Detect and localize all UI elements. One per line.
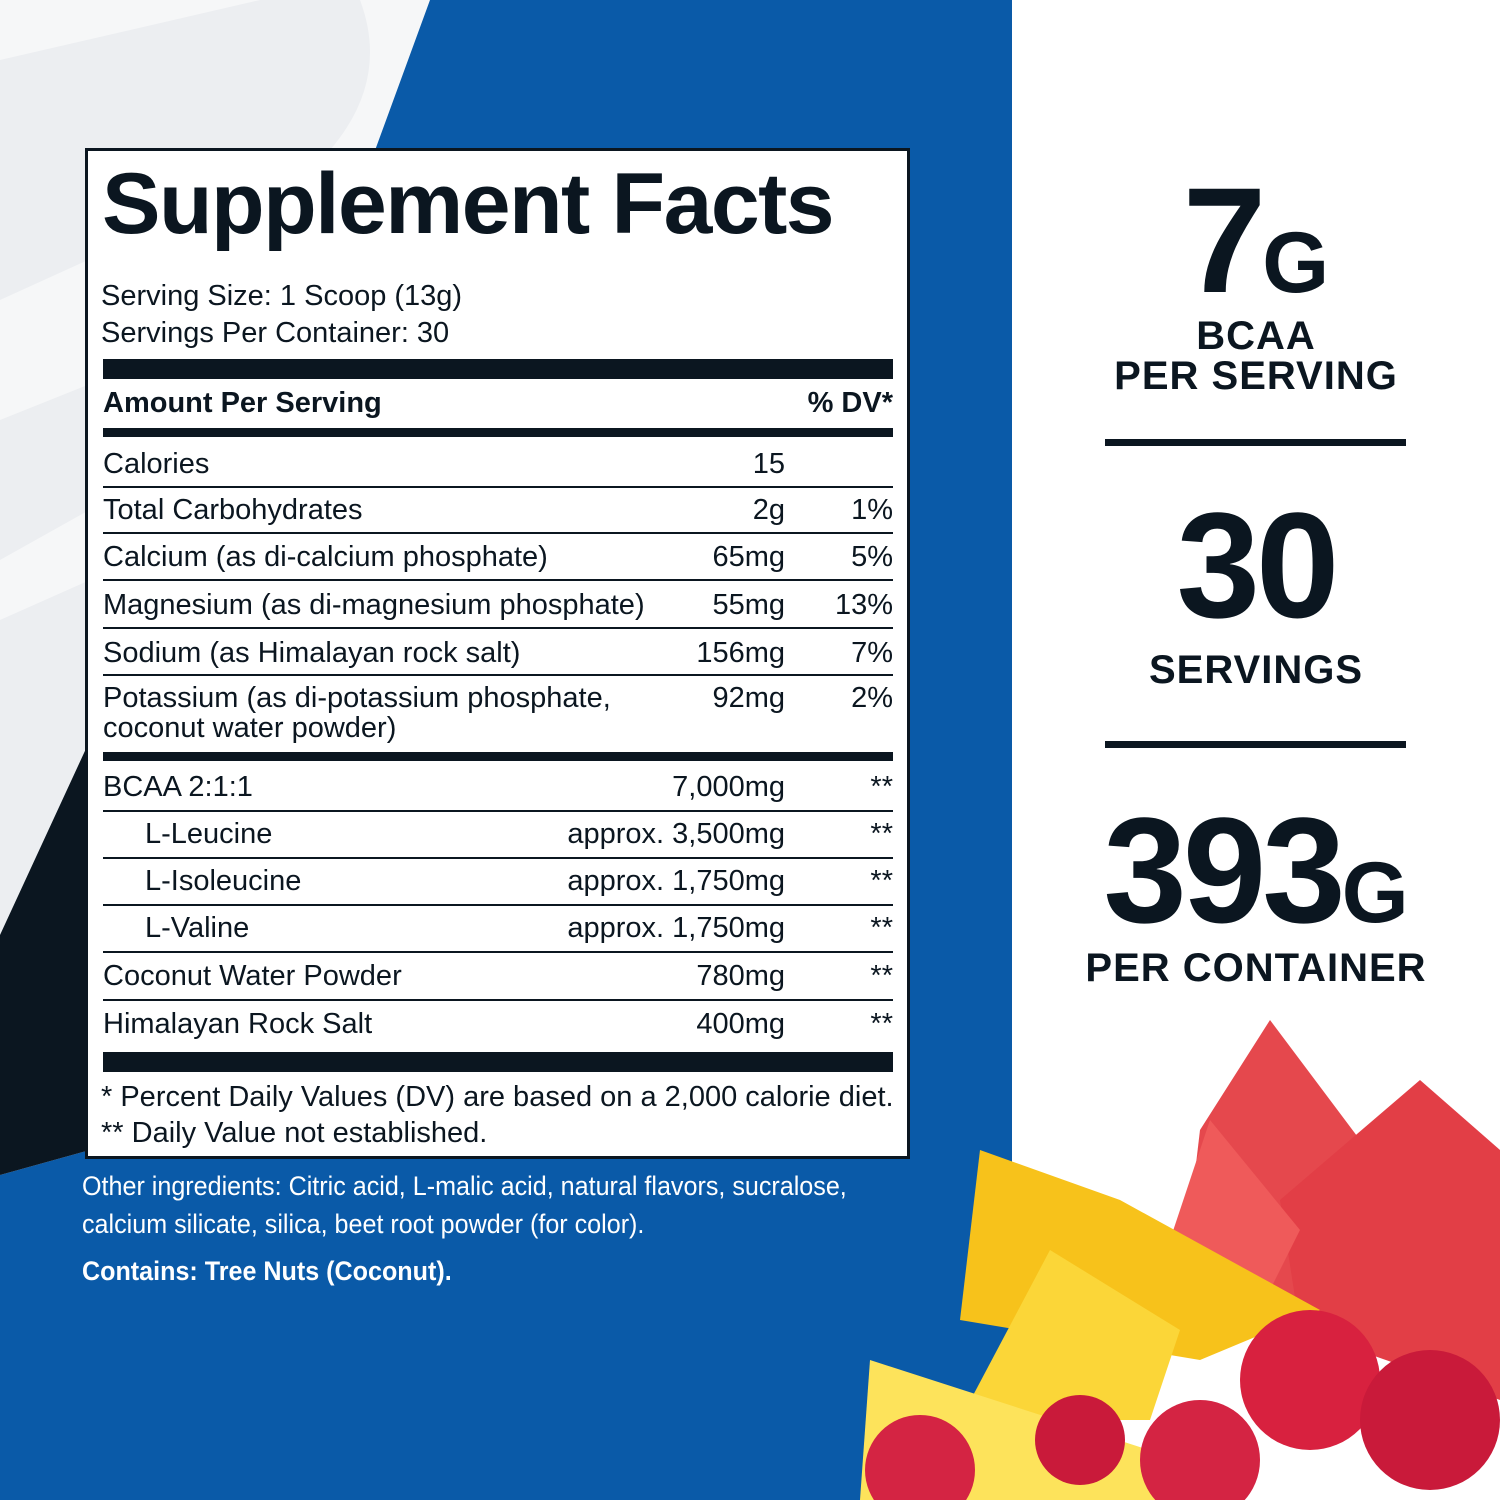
row-divider (103, 627, 893, 629)
nutrient-name: Potassium (as di-potassium phosphate, (103, 682, 611, 714)
nutrient-amount: 92mg (712, 682, 785, 714)
nutrient-name: Total Carbohydrates (103, 494, 363, 526)
ingredient-dv: ** (870, 865, 893, 897)
nutrient-dv: 1% (851, 494, 893, 526)
pineapple-slice (960, 1250, 1180, 1420)
stat-unit: G (1341, 845, 1409, 941)
ingredient-name: Coconut Water Powder (103, 960, 402, 992)
row-divider (103, 810, 893, 812)
panel-title: Supplement Facts (102, 156, 835, 252)
dv-header: % DV* (807, 387, 893, 419)
fruit-illustration (860, 1020, 1500, 1500)
raspberry (865, 1415, 975, 1500)
row-divider (103, 857, 893, 859)
raspberry (1240, 1310, 1380, 1450)
nutrient-name: Sodium (as Himalayan rock salt) (103, 637, 521, 669)
footnote-dv: * Percent Daily Values (DV) are based on… (101, 1081, 894, 1113)
thick-divider (103, 1052, 893, 1072)
stat-label: BCAA (1196, 314, 1316, 358)
ingredient-name: BCAA 2:1:1 (103, 771, 253, 803)
footnote-not-established: ** Daily Value not established. (101, 1117, 488, 1149)
ingredient-dv: ** (870, 960, 893, 992)
amount-header: Amount Per Serving % DV* (103, 389, 893, 418)
ingredient-name: Himalayan Rock Salt (103, 1008, 373, 1040)
row-divider (103, 579, 893, 581)
ingredient-amount: approx. 3,500mg (567, 818, 785, 850)
nutrient-dv: 13% (834, 589, 893, 621)
stat-label: SERVINGS (1149, 648, 1363, 692)
nutrient-name: coconut water powder) (103, 712, 397, 744)
other-ingredients-line2: calcium silicate, silica, beet root powd… (82, 1209, 645, 1239)
ingredient-dv: ** (870, 912, 893, 944)
ingredient-amount: 400mg (696, 1008, 785, 1040)
row-divider (103, 532, 893, 534)
stat-bcaa: 7G (1012, 165, 1500, 315)
row-divider (103, 674, 893, 676)
thick-divider (103, 359, 893, 379)
ingredient-amount: approx. 1,750mg (567, 865, 785, 897)
stat-label: PER SERVING (1114, 354, 1398, 398)
stat-container: 393G (1012, 795, 1500, 945)
ingredient-dv: ** (870, 771, 893, 803)
nutrient-dv: 2% (851, 682, 893, 714)
ingredient-amount: 780mg (696, 960, 785, 992)
row-divider (103, 999, 893, 1001)
stat-value: 7 (1182, 156, 1266, 324)
medium-divider (103, 428, 893, 437)
stat-servings: 30 (1012, 490, 1500, 640)
stat-divider (1105, 741, 1406, 748)
amount-per-serving-label: Amount Per Serving (103, 387, 382, 419)
other-ingredients-line1: Other ingredients: Citric acid, L-malic … (82, 1171, 847, 1201)
nutrient-amount: 156mg (696, 637, 785, 669)
nutrient-dv: 7% (851, 637, 893, 669)
nutrient-amount: 65mg (712, 541, 785, 573)
row-divider (103, 951, 893, 953)
stat-unit: G (1262, 215, 1330, 311)
ingredient-amount: 7,000mg (672, 771, 785, 803)
ingredient-name: L-Valine (145, 912, 250, 944)
nutrient-amount: 55mg (712, 589, 785, 621)
stat-label: PER CONTAINER (1085, 946, 1427, 990)
supplement-facts-panel: Supplement Facts Serving Size: 1 Scoop (… (85, 148, 910, 1159)
serving-size: Serving Size: 1 Scoop (13g) (101, 280, 463, 312)
nutrient-name: Magnesium (as di-magnesium phosphate) (103, 589, 645, 621)
nutrient-name: Calories (103, 448, 210, 480)
nutrient-dv: 5% (851, 541, 893, 573)
row-divider (103, 904, 893, 906)
allergen-statement: Contains: Tree Nuts (Coconut). (82, 1256, 452, 1286)
ingredient-amount: approx. 1,750mg (567, 912, 785, 944)
medium-divider (103, 752, 893, 761)
ingredient-dv: ** (870, 1008, 893, 1040)
stat-divider (1105, 439, 1406, 446)
nutrient-name: Calcium (as di-calcium phosphate) (103, 541, 548, 573)
row-divider (103, 486, 893, 488)
nutrient-amount: 2g (752, 494, 785, 526)
servings-per-container: Servings Per Container: 30 (101, 317, 450, 349)
raspberry (1140, 1400, 1260, 1500)
stat-value: 30 (1176, 481, 1340, 649)
nutrient-amount: 15 (752, 448, 785, 480)
ingredient-name: L-Isoleucine (145, 865, 302, 897)
stat-value: 393 (1103, 786, 1345, 954)
navy-band (0, 740, 90, 1175)
raspberry (1035, 1395, 1125, 1485)
ingredient-dv: ** (870, 818, 893, 850)
raspberry (1360, 1350, 1500, 1490)
ingredient-name: L-Leucine (145, 818, 273, 850)
